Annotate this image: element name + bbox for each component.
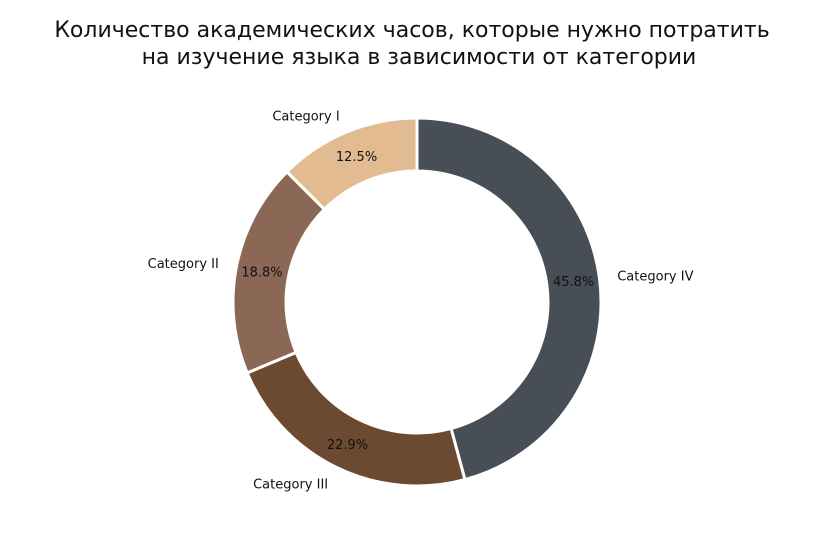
slice-4 — [415, 116, 603, 482]
pct-label-2: 18.8% — [241, 265, 282, 280]
slice-3 — [245, 350, 467, 488]
category-label-4: Category IV — [617, 269, 693, 284]
category-label-2: Category II — [148, 257, 219, 272]
slices-group — [231, 116, 603, 488]
category-label-3: Category III — [253, 477, 328, 492]
labels-group: 12.5% Category I 18.8% Category II 22.9% Cate… — [148, 109, 694, 492]
category-label-1: Category I — [272, 109, 339, 124]
chart-title-line-1: Количество академических часов, которые … — [54, 18, 769, 43]
chart-title-line-2: на изучение языка в зависимости от катег… — [142, 45, 697, 70]
pct-label-1: 12.5% — [336, 150, 377, 165]
pct-label-3: 22.9% — [327, 438, 368, 453]
pct-label-4: 45.8% — [553, 275, 594, 290]
